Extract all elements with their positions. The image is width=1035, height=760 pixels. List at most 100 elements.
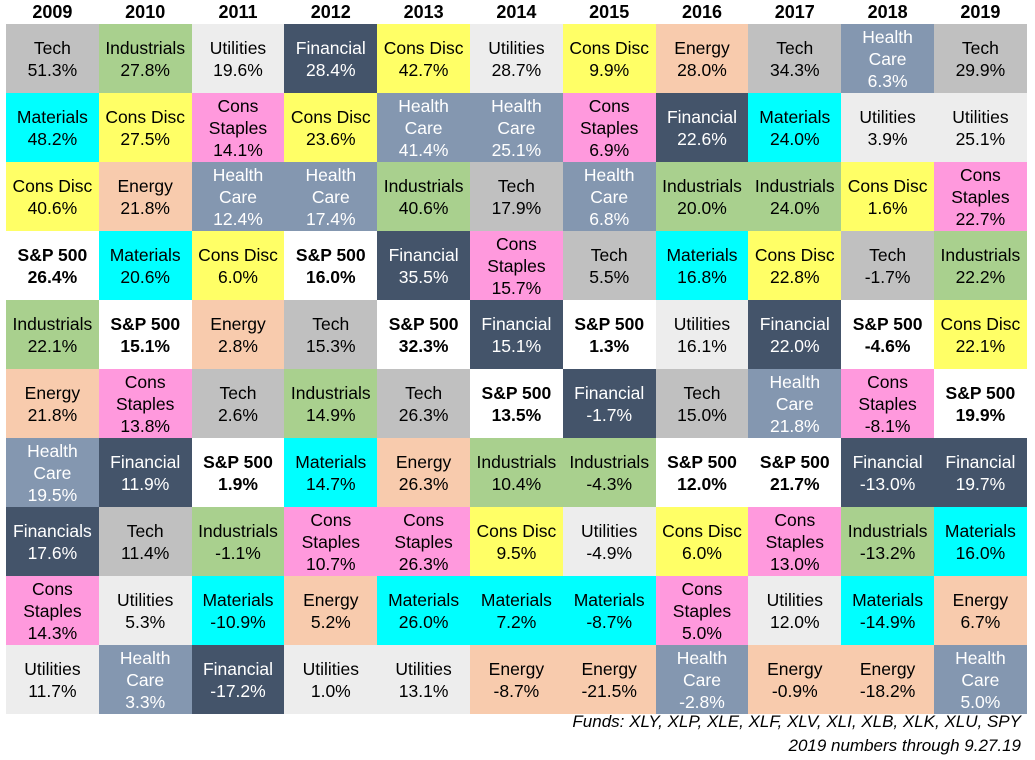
return-value: 22.6% bbox=[677, 128, 727, 149]
sector-label: Financial bbox=[202, 658, 274, 679]
return-value: 12.4% bbox=[213, 208, 263, 229]
cell-2017-utilities: Utilities 12.0% bbox=[748, 576, 842, 645]
cell-2013-energy: Energy 26.3% bbox=[377, 438, 470, 507]
cell-2019-utilities: Utilities 25.1% bbox=[934, 93, 1027, 162]
cell-2015-industrials: Industrials -4.3% bbox=[562, 438, 656, 507]
cell-2016-sandp-500: S&P 500 12.0% bbox=[655, 438, 749, 507]
sector-label: Cons Disc bbox=[662, 520, 742, 541]
sector-label: Health Care bbox=[27, 440, 78, 483]
sector-label: Health Care bbox=[955, 647, 1006, 690]
return-value: 5.0% bbox=[960, 691, 1001, 712]
year-header-2009: 2009 bbox=[32, 2, 73, 22]
cell-2009-cons-disc: Cons Disc 40.6% bbox=[6, 162, 99, 231]
cell-2014-financial: Financial 15.1% bbox=[470, 300, 563, 369]
sector-label: Energy bbox=[952, 589, 1009, 610]
sector-label: Industrials bbox=[12, 313, 93, 334]
sector-label: Tech bbox=[590, 244, 628, 265]
sector-label: Health Care bbox=[119, 647, 171, 690]
cell-2012-financial: Financial 28.4% bbox=[284, 24, 378, 93]
cell-2017-industrials: Industrials 24.0% bbox=[748, 162, 842, 231]
cell-2010-cons-staples: Cons Staples 13.8% bbox=[98, 369, 192, 438]
cell-2010-utilities: Utilities 5.3% bbox=[98, 576, 192, 645]
sector-label: Materials bbox=[202, 589, 274, 610]
return-value: -18.2% bbox=[859, 680, 916, 701]
sector-label: Health Care bbox=[676, 647, 728, 690]
cell-2018-utilities: Utilities 3.9% bbox=[841, 93, 934, 162]
return-value: 20.6% bbox=[120, 266, 170, 287]
return-value: 22.0% bbox=[769, 335, 820, 356]
sector-label: Utilities bbox=[580, 520, 638, 541]
sector-label: Financial bbox=[295, 37, 366, 58]
sector-label: Health Care bbox=[583, 164, 635, 207]
sector-label: S&P 500 bbox=[945, 382, 1016, 403]
return-value: 3.3% bbox=[125, 691, 166, 712]
sector-label: Tech bbox=[126, 520, 164, 541]
cell-2019-energy: Energy 6.7% bbox=[934, 576, 1027, 645]
cell-2014-materials: Materials 7.2% bbox=[470, 576, 563, 645]
sector-label: Cons Disc bbox=[105, 106, 186, 127]
sector-label: Industrials bbox=[940, 244, 1021, 265]
return-value: 19.5% bbox=[27, 484, 78, 505]
sector-label: Materials bbox=[759, 106, 831, 127]
sector-label: S&P 500 bbox=[574, 313, 645, 334]
return-value: 21.8% bbox=[769, 415, 820, 436]
cell-2016-industrials: Industrials 20.0% bbox=[655, 162, 749, 231]
return-value: 24.0% bbox=[769, 197, 820, 218]
cell-2011-tech: Tech 2.6% bbox=[191, 369, 285, 438]
cell-2012-sandp-500: S&P 500 16.0% bbox=[284, 231, 378, 300]
cell-2011-materials: Materials -10.9% bbox=[191, 576, 285, 645]
return-value: 32.3% bbox=[398, 335, 449, 356]
sector-label: S&P 500 bbox=[667, 451, 737, 472]
cell-2019-health-care: Health Care 5.0% bbox=[934, 645, 1027, 714]
sector-label: Financial bbox=[852, 451, 923, 472]
return-value: -4.6% bbox=[864, 335, 911, 356]
sector-label: Cons Staples bbox=[580, 95, 639, 138]
return-value: -1.7% bbox=[586, 404, 633, 425]
sector-label: S&P 500 bbox=[110, 313, 181, 334]
return-value: 42.7% bbox=[398, 59, 449, 80]
sector-label: Tech bbox=[776, 37, 814, 58]
cell-2019-sandp-500: S&P 500 19.9% bbox=[934, 369, 1027, 438]
sector-label: S&P 500 bbox=[388, 313, 459, 334]
sector-label: Energy bbox=[859, 658, 916, 679]
cell-2009-tech: Tech 51.3% bbox=[6, 24, 99, 93]
funds-footnote: Funds: XLY, XLP, XLE, XLF, XLV, XLI, XLB… bbox=[572, 712, 1021, 731]
return-value: 15.1% bbox=[120, 335, 170, 356]
return-value: 14.7% bbox=[305, 473, 356, 494]
cell-2018-financial: Financial -13.0% bbox=[841, 438, 934, 507]
year-header-2016: 2016 bbox=[681, 2, 723, 22]
cell-2011-industrials: Industrials -1.1% bbox=[191, 507, 285, 576]
return-value: -8.7% bbox=[586, 611, 633, 632]
return-value: 27.5% bbox=[120, 128, 170, 149]
year-header-2019: 2019 bbox=[960, 2, 1001, 22]
cell-2015-cons-disc: Cons Disc 9.9% bbox=[562, 24, 656, 93]
sector-label: S&P 500 bbox=[17, 244, 88, 265]
return-value: 19.6% bbox=[213, 59, 263, 80]
cell-2011-cons-staples: Cons Staples 14.1% bbox=[191, 93, 285, 162]
return-value: 28.4% bbox=[305, 59, 356, 80]
sector-label: Tech bbox=[312, 313, 350, 334]
cell-2014-cons-disc: Cons Disc 9.5% bbox=[470, 507, 563, 576]
cell-2018-health-care: Health Care 6.3% bbox=[841, 24, 934, 93]
cell-2016-financial: Financial 22.6% bbox=[655, 93, 749, 162]
year-header-2018: 2018 bbox=[867, 2, 908, 22]
cell-2016-cons-staples: Cons Staples 5.0% bbox=[655, 576, 749, 645]
cell-2018-industrials: Industrials -13.2% bbox=[841, 507, 934, 576]
cell-2012-health-care: Health Care 17.4% bbox=[284, 162, 378, 231]
cell-2012-cons-staples: Cons Staples 10.7% bbox=[284, 507, 378, 576]
cell-2018-sandp-500: S&P 500 -4.6% bbox=[841, 300, 934, 369]
sector-label: Financials bbox=[13, 520, 92, 541]
sector-label: Cons Disc bbox=[569, 37, 650, 58]
cell-2012-utilities: Utilities 1.0% bbox=[284, 645, 378, 714]
sector-label: Cons Disc bbox=[12, 175, 93, 196]
return-value: 35.5% bbox=[398, 266, 449, 287]
cell-2016-energy: Energy 28.0% bbox=[655, 24, 749, 93]
sector-label: Cons Staples bbox=[23, 578, 82, 621]
sector-label: Utilities bbox=[209, 37, 267, 58]
sector-label: Energy bbox=[303, 589, 359, 610]
cell-2015-tech: Tech 5.5% bbox=[562, 231, 656, 300]
sector-label: Cons Staples bbox=[672, 578, 732, 621]
return-value: 7.2% bbox=[496, 611, 537, 632]
return-value: 5.5% bbox=[589, 266, 630, 287]
